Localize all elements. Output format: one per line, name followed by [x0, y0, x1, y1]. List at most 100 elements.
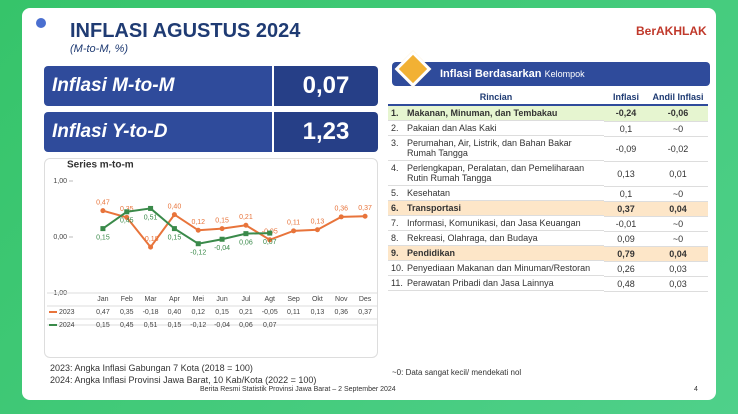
- row: 1. Makanan, Minuman, dan Tembakau -0,24 -0,…: [388, 105, 708, 122]
- table-value: 0,11: [287, 309, 300, 316]
- cell-text: Rekreasi, Olahraga, dan Budaya: [407, 233, 538, 243]
- row: 2. Pakaian dan Alas Kaki 0,1 ~0: [388, 121, 708, 137]
- y-tick-label: 1,00: [53, 178, 67, 185]
- table-value: 0,15: [215, 309, 229, 316]
- data-label: 0,15: [96, 234, 110, 241]
- cell-text: 4.: [391, 163, 399, 173]
- point: [195, 227, 201, 233]
- row: 7. Informasi, Komunikasi, dan Jasa Keuang…: [388, 216, 708, 232]
- cell: 3. Perumahan, Air, Listrik, dan Bahan Bak…: [388, 136, 604, 161]
- cell: 6. Transportasi: [388, 201, 604, 216]
- cell-text: -0,01: [615, 218, 637, 229]
- cell-text: 0,03: [669, 263, 687, 274]
- point: [267, 230, 273, 236]
- cell: -0,09: [604, 136, 648, 162]
- data-label: 0,12: [191, 219, 205, 226]
- x-tick-label: Mei: [193, 296, 205, 303]
- x-tick-label: Feb: [121, 296, 133, 303]
- y-tick-label: 0,00: [53, 234, 67, 241]
- cell: ~0: [648, 216, 708, 232]
- summary-label: Inflasi M-to-M: [44, 66, 272, 106]
- x-tick-label: Jan: [97, 296, 108, 303]
- point: [219, 236, 225, 242]
- table-value: 0,15: [96, 322, 110, 329]
- cell: 1. Makanan, Minuman, dan Tembakau: [388, 106, 604, 121]
- point: [100, 226, 106, 232]
- table-note: ~0: Data sangat kecil/ mendekati nol: [392, 368, 522, 377]
- table-value: 0,40: [168, 309, 182, 316]
- row: 9. Pendidikan 0,79 0,04: [388, 246, 708, 262]
- table-title-small: Kelompok: [544, 69, 585, 79]
- point: [314, 227, 320, 233]
- subtitle: (M-to-M, %): [70, 43, 129, 55]
- x-tick-label: Des: [359, 296, 372, 303]
- row: 10. Penyediaan Makanan dan Minuman/Restor…: [388, 261, 708, 277]
- row: 11. Perawatan Pribadi dan Jasa Lainnya 0,4…: [388, 276, 708, 292]
- cell: 9. Pendidikan: [388, 246, 604, 261]
- table-value: 0,37: [358, 309, 372, 316]
- x-tick-label: Jul: [241, 296, 250, 303]
- cell-text: 7.: [391, 218, 399, 228]
- cell-text: 0,26: [617, 263, 635, 274]
- data-label: 0,13: [311, 219, 325, 226]
- cell-text: 0,04: [669, 203, 687, 214]
- cell: -0,01: [604, 216, 648, 232]
- cell-text: Perumahan, Air, Listrik, dan Bahan Bakar…: [407, 138, 572, 158]
- data-label: 0,47: [96, 200, 110, 207]
- point: [291, 228, 297, 234]
- cell-text: Informasi, Komunikasi, dan Jasa Keuangan: [407, 218, 581, 228]
- point: [338, 214, 344, 220]
- title: INFLASI AGUSTUS 2024: [70, 20, 301, 42]
- table-value: -0,04: [214, 322, 230, 329]
- table-header: Inflasi Berdasarkan Kelompok: [392, 62, 710, 86]
- note: 2024: Angka Inflasi Provinsi Jawa Barat,…: [50, 375, 317, 385]
- cell: 0,37: [604, 201, 648, 217]
- cell-text: ~0: [672, 123, 684, 134]
- bullet: [36, 18, 46, 28]
- data-label: -0,18: [143, 236, 159, 243]
- point: [124, 214, 130, 220]
- cell-text: ~0: [672, 218, 684, 229]
- legend-label: 2023: [59, 309, 75, 316]
- summary-value: 1,23: [272, 112, 378, 152]
- cell: 4. Perlengkapan, Peralatan, dan Pemelihar…: [388, 161, 604, 186]
- cell: 0,1: [604, 186, 648, 202]
- table-value: 0,07: [263, 322, 277, 329]
- cell: 0,01: [648, 161, 708, 187]
- chart-panel: Series m-to-m 1,00 0,00 -1,00 Jan Feb Mar Apr M…: [44, 158, 378, 358]
- data-label: 0,06: [239, 239, 253, 246]
- series-line: [102, 207, 270, 245]
- point: [243, 222, 249, 228]
- cell: 0,09: [604, 231, 648, 247]
- x-tick-label: Apr: [169, 296, 181, 303]
- point: [148, 244, 154, 250]
- cell: -0,02: [648, 136, 708, 162]
- point: [219, 226, 225, 232]
- cell-text: 0,09: [617, 233, 635, 244]
- table: Rincian Inflasi Andil Inflasi 1. Makanan, Mi…: [388, 90, 708, 292]
- cell-text: 0,48: [617, 278, 635, 289]
- table-value: 0,45: [120, 322, 134, 329]
- cell-text: ~0: [672, 188, 684, 199]
- summary-value: 0,07: [272, 66, 378, 106]
- cell: 7. Informasi, Komunikasi, dan Jasa Keuang…: [388, 216, 604, 231]
- summary-box: Inflasi M-to-M 0,07: [44, 66, 378, 106]
- point: [148, 205, 154, 211]
- cell: ~0: [648, 121, 708, 137]
- cell-text: 0,03: [669, 278, 687, 289]
- col-header: Inflasi: [604, 90, 648, 106]
- row: 3. Perumahan, Air, Listrik, dan Bahan Bak…: [388, 136, 708, 162]
- data-label: -0,04: [214, 245, 230, 252]
- note: 2023: Angka Inflasi Gabungan 7 Kota (201…: [50, 363, 253, 373]
- cell-text: 0,01: [669, 168, 687, 179]
- data-label: 0,40: [168, 203, 182, 210]
- cell-text: 10.: [391, 263, 404, 273]
- cell-text: 3.: [391, 138, 399, 148]
- point: [195, 241, 201, 247]
- chart-title: Series m-to-m: [67, 160, 134, 171]
- cell-text: 2.: [391, 123, 399, 133]
- cell: 2. Pakaian dan Alas Kaki: [388, 121, 604, 136]
- cell-text: -0,24: [615, 108, 637, 119]
- cell: 5. Kesehatan: [388, 186, 604, 201]
- series-line: [102, 209, 366, 249]
